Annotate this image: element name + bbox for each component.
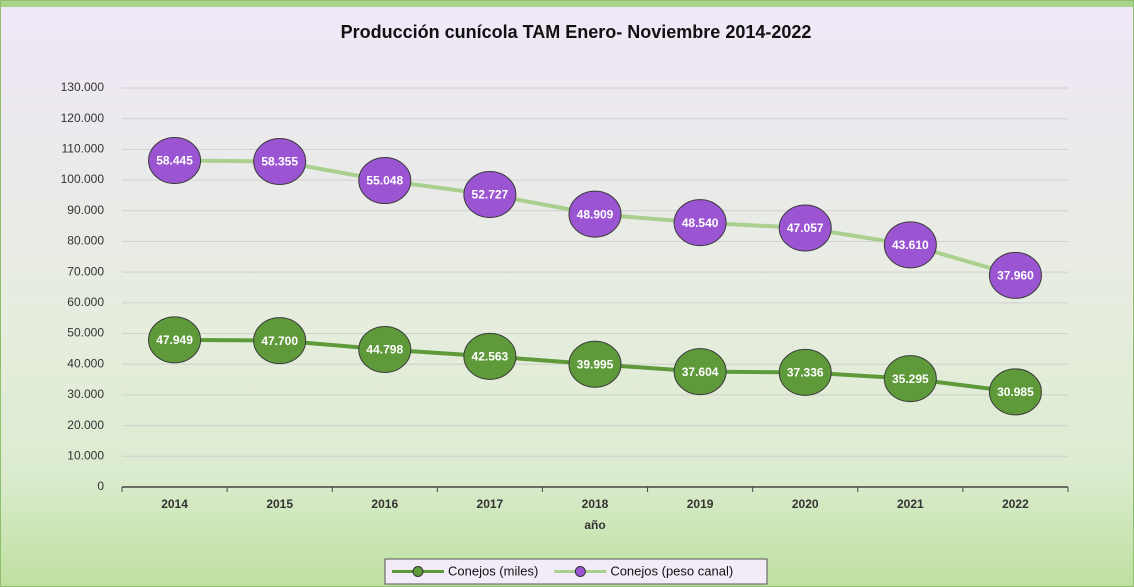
x-axis-label: año <box>584 518 605 532</box>
data-label: 39.995 <box>577 357 614 371</box>
data-label: 48.909 <box>577 207 614 221</box>
data-label: 47.057 <box>787 221 824 235</box>
y-tick-label: 70.000 <box>67 264 104 278</box>
y-tick-label: 50.000 <box>67 326 104 340</box>
marker <box>253 137 307 185</box>
data-label: 58.445 <box>156 154 193 168</box>
legend-marker <box>412 566 424 577</box>
data-label: 47.700 <box>261 334 298 348</box>
data-label: 48.540 <box>682 216 719 230</box>
y-tick-label: 10.000 <box>67 448 104 462</box>
x-tick-label: 2021 <box>897 497 924 511</box>
marker <box>673 199 727 247</box>
marker <box>568 190 622 238</box>
data-label: 58.355 <box>261 155 298 169</box>
legend-label: Conejos (miles) <box>448 563 538 578</box>
data-label: 37.604 <box>682 365 719 379</box>
data-label: 47.949 <box>156 333 193 347</box>
marker <box>568 340 622 388</box>
y-tick-label: 130.000 <box>61 80 105 94</box>
x-tick-label: 2020 <box>792 497 819 511</box>
marker <box>883 221 937 269</box>
marker <box>778 204 832 252</box>
y-tick-label: 120.000 <box>61 111 105 125</box>
data-label: 44.798 <box>366 343 403 357</box>
data-label: 55.048 <box>366 174 403 188</box>
y-tick-label: 90.000 <box>67 203 104 217</box>
top-band <box>0 0 1134 7</box>
x-tick-label: 2014 <box>161 497 188 511</box>
marker <box>988 368 1042 416</box>
y-tick-label: 80.000 <box>67 234 104 248</box>
data-label: 43.610 <box>892 238 929 252</box>
marker <box>358 326 412 374</box>
x-tick-label: 2019 <box>687 497 714 511</box>
data-label: 37.336 <box>787 366 824 380</box>
chart-title: Producción cunícola TAM Enero- Noviembre… <box>341 22 812 42</box>
marker <box>253 317 307 365</box>
marker <box>148 316 202 364</box>
marker <box>358 157 412 205</box>
y-tick-label: 0 <box>97 479 104 493</box>
x-tick-label: 2022 <box>1002 497 1029 511</box>
legend-marker <box>574 566 586 577</box>
y-tick-label: 60.000 <box>67 295 104 309</box>
legend-label: Conejos (peso canal) <box>610 563 733 578</box>
marker <box>463 332 517 380</box>
y-tick-label: 110.000 <box>62 142 105 156</box>
data-label: 35.295 <box>892 372 929 386</box>
marker <box>883 355 937 403</box>
data-label: 30.985 <box>997 385 1034 399</box>
y-tick-label: 20.000 <box>67 418 104 432</box>
x-tick-label: 2015 <box>266 497 293 511</box>
y-tick-label: 100.000 <box>61 172 105 186</box>
data-label: 42.563 <box>472 350 509 364</box>
data-label: 52.727 <box>472 188 509 202</box>
marker <box>463 171 517 219</box>
y-tick-label: 30.000 <box>67 387 104 401</box>
marker <box>778 348 832 396</box>
marker <box>988 251 1042 299</box>
x-tick-label: 2016 <box>371 497 398 511</box>
data-label: 37.960 <box>997 269 1034 283</box>
y-tick-label: 40.000 <box>67 356 104 370</box>
marker <box>673 348 727 396</box>
x-tick-label: 2017 <box>477 497 504 511</box>
marker <box>148 136 202 184</box>
x-tick-label: 2018 <box>582 497 609 511</box>
